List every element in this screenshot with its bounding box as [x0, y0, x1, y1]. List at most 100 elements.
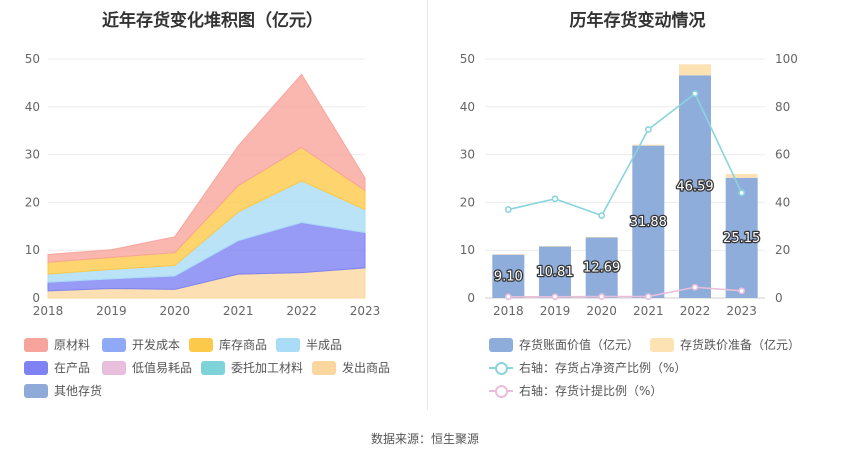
legend-label: 开发成本: [132, 338, 181, 352]
line-point: [504, 206, 512, 213]
legend-item-low-value-consumables[interactable]: 低值易耗品: [102, 359, 192, 376]
y2-tick-label: 60: [775, 148, 790, 162]
y-tick-label: 40: [460, 100, 475, 114]
bar-data-label: 25.15: [723, 231, 760, 246]
legend-swatch: [24, 337, 48, 352]
x-tick-label: 2022: [680, 304, 711, 318]
legend-swatch: [102, 337, 126, 352]
right-chart-title: 历年存货变动情况: [569, 11, 706, 31]
legend-line-swatch: [489, 361, 513, 375]
x-tick-label: 2020: [160, 304, 191, 318]
x-tick-label: 2021: [223, 304, 254, 318]
x-tick-label: 2022: [286, 304, 317, 318]
legend-label: 其他存货: [54, 384, 103, 398]
area-series: [47, 73, 366, 263]
legend-swatch: [650, 337, 674, 352]
legend-label: 半成品: [306, 338, 343, 352]
y2-tick-label: 20: [775, 243, 790, 257]
bar-data-label: 12.69: [583, 261, 620, 276]
left-chart-title: 近年存货变化堆积图（亿元）: [102, 11, 323, 31]
legend-item-other-inventory[interactable]: 其他存货: [24, 382, 102, 399]
legend-swatch: [276, 337, 300, 352]
line-point: [504, 293, 512, 301]
bar-book-value: [725, 177, 758, 298]
legend-label: 右轴：存货占净资产比例（%）: [519, 361, 687, 375]
legend-label: 右轴：存货计提比例（%）: [519, 384, 663, 398]
x-tick-label: 2018: [33, 304, 64, 318]
y2-tick-label: 40: [775, 195, 790, 209]
y-tick-label: 0: [32, 291, 40, 305]
y-tick-label: 50: [25, 52, 40, 66]
bar-impairment: [679, 64, 711, 76]
bar-impairment: [725, 173, 758, 178]
y-tick-label: 20: [460, 195, 475, 209]
y-tick-label: 10: [460, 243, 475, 257]
inventory-bar-line-chart: 0 10 20 30 40 50 0 20 40 60 80 100 2018 2019 2020 2021 2…: [460, 52, 798, 318]
line-point: [644, 126, 652, 133]
legend-label: 低值易耗品: [132, 361, 193, 375]
legend-item-book-value[interactable]: 存货账面价值（亿元）: [489, 336, 639, 353]
x-tick-label: 2023: [726, 304, 757, 318]
line-point: [551, 293, 559, 301]
y-tick-label: 20: [25, 195, 40, 209]
x-tick-label: 2020: [586, 304, 617, 318]
y-tick-label: 30: [25, 148, 40, 162]
legend-item-semi-finished[interactable]: 半成品: [276, 336, 342, 353]
legend-swatch: [489, 337, 513, 352]
line-series: [508, 286, 742, 298]
stacked-area-chart: 0 10 20 30 40 50 2018 2019 2020 2021 2022 2023: [25, 52, 381, 318]
line-point: [691, 283, 699, 291]
legend-swatch: [189, 337, 213, 352]
y-tick-label: 30: [460, 148, 475, 162]
bar-book-value: [585, 237, 618, 298]
y2-tick-label: 100: [775, 52, 798, 66]
y2-tick-label: 0: [775, 291, 783, 305]
legend-item-work-in-progress[interactable]: 在产品: [24, 359, 90, 376]
legend-item-goods-shipped[interactable]: 发出商品: [312, 359, 390, 376]
legend-item-finished-goods[interactable]: 库存商品: [189, 336, 267, 353]
x-tick-label: 2021: [633, 304, 664, 318]
y-tick-label: 40: [25, 100, 40, 114]
legend-item-net-asset-ratio[interactable]: 右轴：存货占净资产比例（%）: [489, 359, 686, 376]
y-tick-label: 50: [460, 52, 475, 66]
legend-line-swatch: [489, 384, 513, 398]
bar-data-label: 10.81: [536, 265, 573, 280]
legend-swatch: [102, 360, 126, 375]
bar-book-value: [539, 246, 571, 298]
legend-swatch: [24, 360, 48, 375]
legend-label: 发出商品: [342, 361, 391, 375]
legend-item-impairment[interactable]: 存货跌价准备（亿元）: [650, 336, 800, 353]
bar-impairment: [632, 144, 665, 146]
legend-label: 在产品: [54, 361, 91, 375]
legend-label: 原材料: [54, 338, 91, 352]
x-tick-label: 2018: [493, 304, 524, 318]
line-point: [738, 287, 746, 295]
legend-item-provision-ratio[interactable]: 右轴：存货计提比例（%）: [489, 382, 662, 399]
x-tick-label: 2019: [96, 304, 127, 318]
legend-item-raw-materials[interactable]: 原材料: [24, 336, 90, 353]
x-tick-label: 2019: [540, 304, 571, 318]
legend-item-consigned-materials[interactable]: 委托加工材料: [201, 359, 303, 376]
line-point: [598, 212, 606, 219]
legend-item-development-cost[interactable]: 开发成本: [102, 336, 180, 353]
legend-label: 存货账面价值（亿元）: [519, 338, 640, 352]
legend-label: 存货跌价准备（亿元）: [680, 338, 801, 352]
legend-label: 库存商品: [219, 338, 268, 352]
y-tick-label: 10: [25, 243, 40, 257]
x-tick-label: 2023: [350, 304, 381, 318]
line-series: [508, 92, 743, 217]
bar-data-label: 46.59: [676, 180, 713, 195]
bar-impairment: [492, 254, 525, 255]
line-point: [598, 293, 606, 300]
bar-data-label: 9.10: [494, 269, 523, 284]
bar-data-label: 31.88: [630, 215, 667, 230]
y2-tick-label: 80: [775, 100, 790, 114]
bar-book-value: [492, 254, 525, 298]
legend-swatch: [24, 383, 48, 398]
legend-swatch: [312, 360, 336, 375]
bar-impairment: [585, 236, 618, 238]
line-point: [738, 189, 746, 197]
line-point: [644, 293, 652, 300]
line-point: [691, 90, 699, 98]
y-tick-label: 0: [467, 291, 475, 305]
